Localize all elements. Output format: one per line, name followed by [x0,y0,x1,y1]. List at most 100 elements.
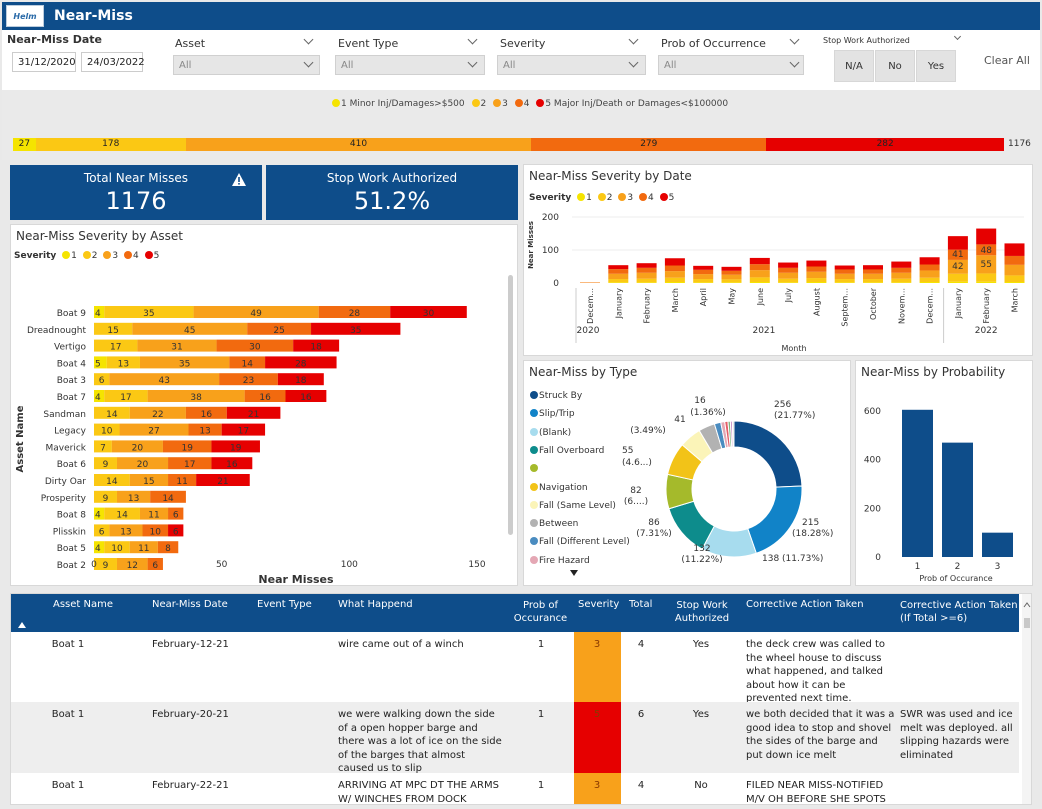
table-row[interactable]: Boat 1 February-20-21 we were walking down… [11,702,1019,774]
type-legend-item[interactable]: Struck By [530,391,582,401]
bar-value-label: 48 [980,246,992,256]
legend-label: Fire Hazard [539,555,590,566]
cell-prob: 1 [537,780,545,791]
chevron-down-icon[interactable] [953,32,962,41]
column-header-severity[interactable]: Severity [578,599,620,610]
date-bar-segment [976,244,997,256]
column-header-asset[interactable]: Asset Name [53,599,114,610]
column-header-total[interactable]: Total [629,599,653,610]
type-legend-item[interactable]: Slip/Trip [530,409,575,419]
asset-label: Sandman [43,410,86,420]
column-header-prob[interactable]: Prob of Occurance [513,600,568,624]
severity-segment[interactable]: 282 [766,138,1004,151]
column-header-corrective-action[interactable]: Corrective Action Taken [746,599,864,610]
vertical-scrollbar[interactable] [508,275,513,535]
severity-select[interactable]: All [497,55,646,75]
type-legend-item[interactable]: Fall (Same Level) [530,500,616,511]
type-legend-item[interactable]: Fire Hazard [530,555,590,566]
month-tick-label: Septem... [841,288,850,327]
date-bar-segment [608,279,629,283]
asset-bar-segment [147,390,245,402]
severity-segment[interactable]: 410 [185,138,532,151]
asset-bar-segment [94,322,133,335]
event-type-select[interactable]: All [335,55,485,75]
near-miss-by-type-donut: 256(21.77%) 215(18.28%) 138 (11.73%) 132(11… [622,396,833,565]
probability-bar [942,442,973,557]
cell-action: we both decided that it was a good idea … [746,709,895,761]
severity-segment[interactable]: 178 [35,138,186,151]
severity-2-dot [597,193,606,201]
asset-bar-segment [94,507,105,520]
bar-value-label: 19 [230,443,242,453]
type-legend-item[interactable] [530,464,539,474]
donut-data-label: (3.49%) [630,426,666,436]
bar-value-label: 13 [120,527,131,537]
month-tick-label: March [671,288,680,312]
stop-work-yes-button[interactable]: Yes [916,50,956,82]
clear-all-button[interactable]: Clear All [984,54,1030,67]
total-near-misses-card: Total Near Misses 1176 [10,165,262,220]
column-header-corrective-action-6[interactable]: Corrective Action Taken (If Total >=6) [900,600,1018,624]
asset-label: Plisskin [53,527,86,537]
prob-select[interactable]: All [658,55,804,75]
chevron-down-icon[interactable] [628,34,639,45]
type-legend-item[interactable]: (Blank) [530,427,571,438]
legend-dot [530,391,538,399]
date-from-input[interactable]: 31/12/2020 [12,52,76,72]
bar-value-label: 15 [143,477,154,487]
donut-data-label: 138 (11.73%) [762,554,823,564]
asset-bar-segment [94,457,117,470]
date-to-input[interactable]: 24/03/2022 [81,52,145,72]
scroll-thumb[interactable] [1024,618,1030,628]
asset-bar-segment [211,440,260,453]
type-legend-item[interactable]: Between [530,519,578,529]
severity-3-dot [103,251,112,259]
scroll-down-icon[interactable] [569,569,579,577]
table-scrollbar[interactable] [1022,594,1031,804]
table-row[interactable]: Boat 1 February-22-21 ARRIVING AT MPC DT T… [11,773,1019,804]
table-row[interactable]: Boat 1 February-12-21 wire came out of a w… [11,632,1019,704]
column-header-date[interactable]: Near-Miss Date [152,599,228,610]
asset-bar-segment [229,356,266,369]
severity-segment[interactable]: 279 [531,138,767,151]
date-bar-segment [834,269,855,274]
asset-bar-segment [94,558,117,570]
bar-value-label: 14 [106,477,118,487]
asset-select[interactable]: All [173,55,320,75]
date-bar-segment [947,236,968,250]
x-tick-label: 150 [468,560,485,570]
bar-value-label: 21 [217,477,228,487]
near-miss-table: Asset Name Near-Miss Date Event Type Wha… [10,593,1032,805]
stop-work-no-button[interactable]: No [875,50,915,82]
column-header-what-happend[interactable]: What Happend [338,599,413,610]
type-legend-item[interactable]: Fall Overboard [530,445,604,456]
bar-value-label: 23 [243,376,254,386]
type-legend-item[interactable]: Fall (Different Level) [530,537,630,547]
donut-data-label: (11.22%) [681,555,722,565]
stop-work-na-button[interactable]: N/A [834,50,874,82]
cell-total: 4 [637,639,645,650]
type-legend-item[interactable]: Navigation [530,482,588,493]
donut-data-label: 86 [648,518,660,528]
scroll-up-icon[interactable] [1023,602,1031,608]
date-bar-segment [608,273,629,280]
chevron-down-icon[interactable] [467,34,478,45]
date-bar-segment [947,249,968,260]
cell-total: 6 [637,709,645,720]
severity-segment[interactable]: 27 [13,138,36,151]
asset-label: Boat 3 [57,376,86,386]
donut-data-label: (18.28%) [792,529,833,539]
x-tick-label: 1 [915,562,921,572]
asset-bar-segment [277,373,324,386]
asset-bar-segment [129,474,169,486]
bar-value-label: 30 [423,309,435,319]
kpi-value: 1176 [105,187,167,215]
column-header-stop-work[interactable]: Stop Work Authorized [674,600,730,624]
column-header-event-type[interactable]: Event Type [257,599,312,610]
bar-value-label: 13 [199,427,210,437]
chevron-down-icon[interactable] [303,34,314,45]
chevron-down-icon[interactable] [789,34,800,45]
sort-asc-icon[interactable] [18,622,26,628]
bar-value-label: 11 [138,544,149,554]
